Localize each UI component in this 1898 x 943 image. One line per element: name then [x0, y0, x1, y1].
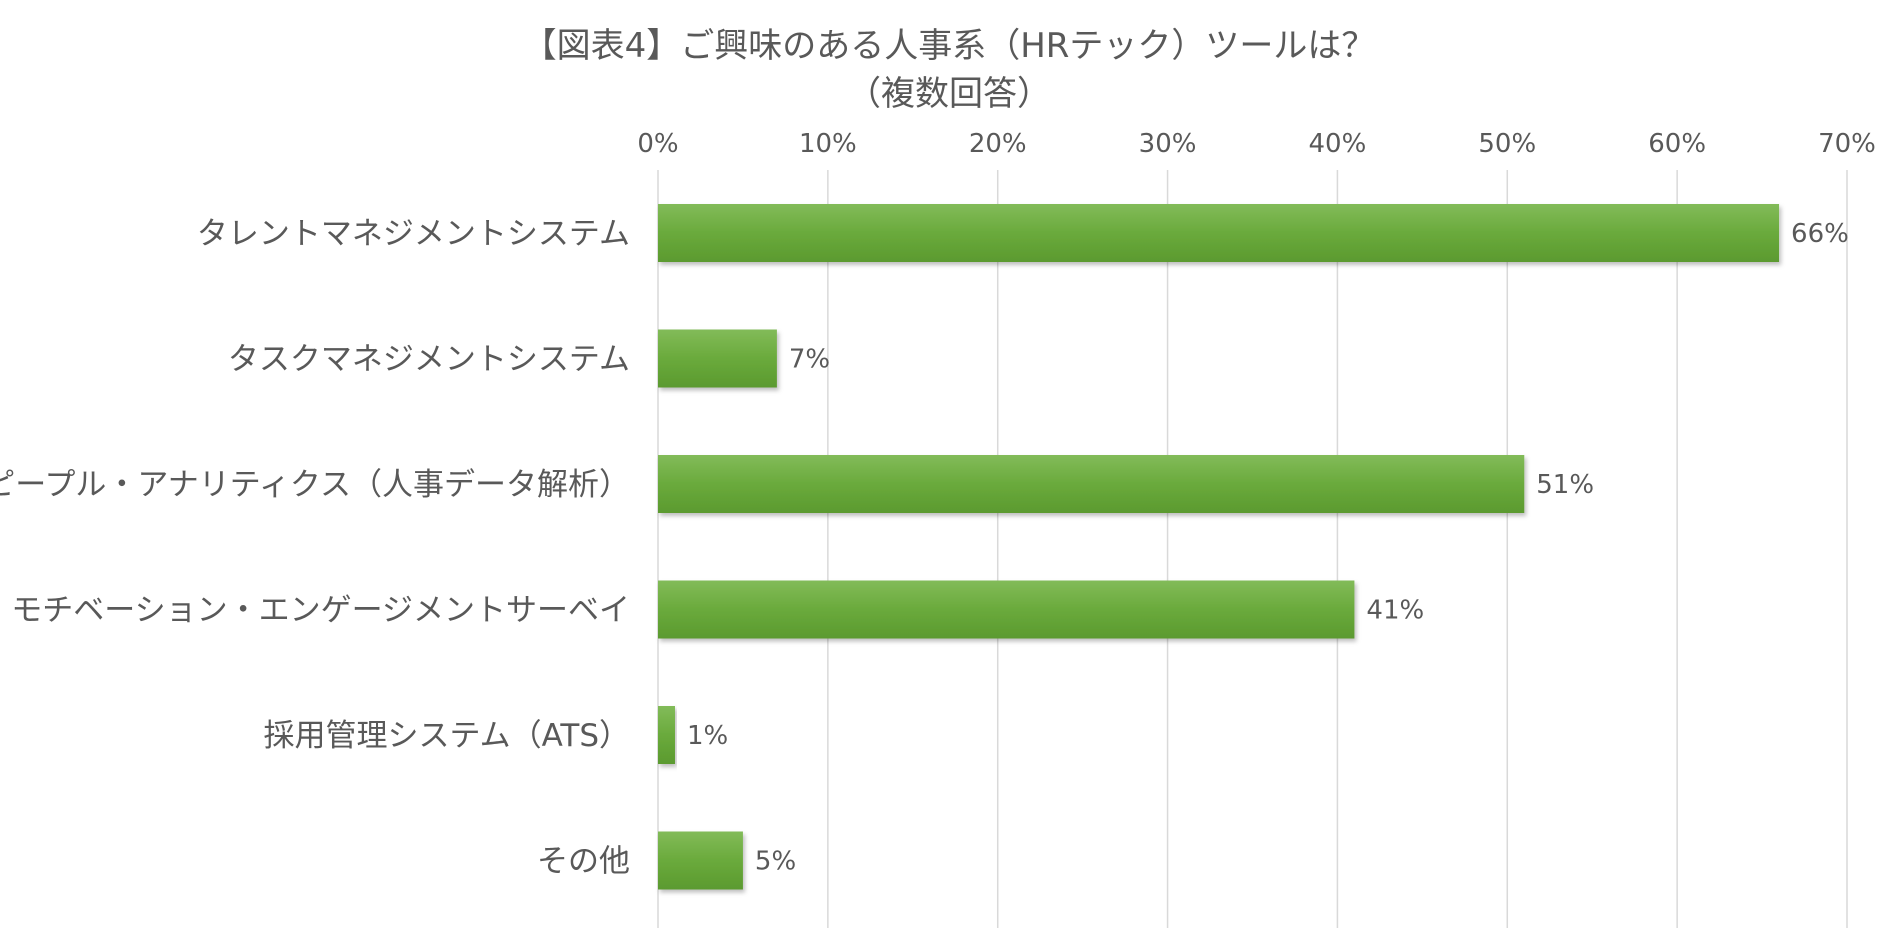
- x-tick-label: 50%: [1478, 129, 1536, 159]
- data-label: 51%: [1536, 470, 1594, 500]
- data-label: 66%: [1791, 219, 1849, 249]
- data-label: 1%: [687, 721, 728, 751]
- x-axis-ticks: 0% 10% 20% 30% 40% 50% 60% 70%: [637, 129, 1876, 159]
- category-label: 採用管理システム（ATS）: [264, 718, 630, 754]
- bars: [658, 204, 1780, 890]
- bar: [658, 329, 777, 388]
- x-tick-label: 30%: [1139, 129, 1197, 159]
- data-label: 7%: [789, 345, 830, 375]
- category-label: モチベーション・エンゲージメントサーベイ: [11, 593, 630, 629]
- x-tick-label: 40%: [1309, 129, 1367, 159]
- x-tick-label: 70%: [1818, 129, 1876, 159]
- gridlines: [657, 170, 1848, 928]
- chart-subtitle: （複数回答）: [847, 74, 1051, 114]
- data-labels: 66% 7% 51% 41% 1% 5%: [687, 219, 1849, 877]
- category-label: その他: [537, 844, 630, 880]
- x-tick-label: 10%: [799, 129, 857, 159]
- x-tick-label: 20%: [969, 129, 1027, 159]
- bar: [658, 706, 675, 764]
- data-label: 5%: [755, 847, 796, 877]
- x-tick-label: 60%: [1648, 129, 1706, 159]
- bar: [658, 204, 1780, 262]
- category-label: ピープル・アナリティクス（人事データ解析）: [0, 467, 630, 503]
- bar: [658, 455, 1525, 513]
- category-label: タスクマネジメントシステム: [228, 342, 630, 378]
- bar: [658, 580, 1355, 639]
- chart-title: 【図表4】ご興味のある人事系（HRテック）ツールは？: [522, 26, 1376, 66]
- bar: [658, 831, 743, 890]
- category-labels: タレントマネジメントシステムタスクマネジメントシステムピープル・アナリティクス（…: [0, 216, 630, 880]
- x-tick-label: 0%: [637, 129, 678, 159]
- category-label: タレントマネジメントシステム: [197, 216, 630, 252]
- data-label: 41%: [1366, 596, 1424, 626]
